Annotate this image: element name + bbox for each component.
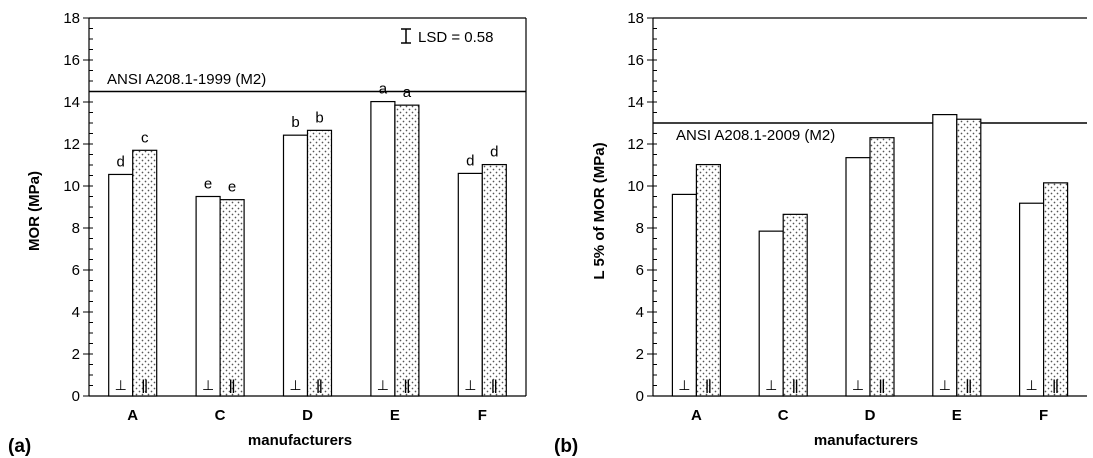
x-tick-label: C <box>215 407 226 424</box>
bar-parallel <box>306 129 333 397</box>
y-tick-label: 10 <box>63 178 80 195</box>
orientation-symbol: ⊥ <box>939 378 951 394</box>
group-letter: d <box>117 153 125 170</box>
group-letter: e <box>228 179 236 196</box>
bar-perpendicular <box>195 195 221 397</box>
orientation-symbol: ǁ <box>1052 378 1059 394</box>
orientation-symbol: ǁ <box>316 378 323 394</box>
reference-line-label: ANSI A208.1-2009 (M2) <box>676 127 835 144</box>
bar-perpendicular <box>457 172 483 397</box>
x-axis-label: manufacturers <box>814 432 918 449</box>
group-letter: d <box>490 144 498 161</box>
y-tick-label: 6 <box>72 262 80 279</box>
orientation-symbol: ǁ <box>141 378 148 394</box>
orientation-symbol: ǁ <box>792 378 799 394</box>
y-tick-label: 12 <box>627 136 644 153</box>
bar-parallel <box>219 199 245 397</box>
panel-label: (b) <box>554 436 578 457</box>
y-tick-label: 10 <box>627 178 644 195</box>
lsd-indicator: LSD = 0.58 <box>401 28 493 46</box>
reference-line-label: ANSI A208.1-1999 (M2) <box>107 71 266 88</box>
orientation-symbol: ǁ <box>965 378 972 394</box>
panel-label: (a) <box>8 436 31 457</box>
group-letter: a <box>403 84 412 101</box>
bar-parallel <box>394 104 420 397</box>
y-tick-label: 16 <box>627 52 644 69</box>
group-letter: a <box>379 81 388 98</box>
orientation-symbol: ǁ <box>491 378 498 394</box>
y-tick-label: 8 <box>72 220 80 237</box>
orientation-symbol: ⊥ <box>464 378 476 394</box>
y-axis-label: MOR (MPa) <box>26 171 43 251</box>
bar-perpendicular <box>282 134 309 397</box>
bar-perpendicular <box>108 173 134 397</box>
y-tick-label: 2 <box>636 346 644 363</box>
x-tick-label: F <box>478 407 487 424</box>
y-tick-label: 6 <box>636 262 644 279</box>
bar-perpendicular <box>932 113 958 397</box>
orientation-symbol: ⊥ <box>678 378 690 394</box>
group-letter: d <box>466 152 474 169</box>
y-tick-label: 0 <box>636 388 644 405</box>
x-tick-label: A <box>691 407 702 424</box>
y-tick-label: 18 <box>627 10 644 27</box>
orientation-symbol: ǁ <box>879 378 886 394</box>
y-tick-label: 0 <box>72 388 80 405</box>
orientation-symbol: ǁ <box>229 378 236 394</box>
orientation-symbol: ⊥ <box>852 378 864 394</box>
x-tick-label: D <box>302 407 313 424</box>
bar-parallel <box>869 137 895 397</box>
bar-parallel <box>132 149 158 397</box>
orientation-symbol: ⊥ <box>202 378 214 394</box>
bar-parallel <box>782 213 808 397</box>
orientation-symbol: ǁ <box>403 378 410 394</box>
x-tick-label: C <box>778 407 789 424</box>
y-tick-label: 8 <box>636 220 644 237</box>
group-letter: e <box>204 176 212 193</box>
orientation-symbol: ⊥ <box>377 378 389 394</box>
bar-perpendicular <box>758 230 784 397</box>
bar-parallel <box>1042 182 1069 397</box>
x-tick-label: F <box>1039 407 1048 424</box>
y-tick-label: 16 <box>63 52 80 69</box>
chart-panel-b: (b) L 5% of MOR (MPa) manufacturers ANSI… <box>554 10 1087 457</box>
x-tick-label: D <box>865 407 876 424</box>
bar-parallel <box>956 118 982 397</box>
orientation-symbol: ⊥ <box>115 378 127 394</box>
x-tick-label: E <box>390 407 400 424</box>
bar-parallel <box>695 163 722 397</box>
x-tick-label: E <box>952 407 962 424</box>
bar-parallel <box>481 163 507 397</box>
y-tick-label: 14 <box>63 94 80 111</box>
y-tick-label: 4 <box>636 304 644 321</box>
bar-perpendicular <box>671 193 698 397</box>
y-axis-label: L 5% of MOR (MPa) <box>591 142 608 279</box>
orientation-symbol: ⊥ <box>289 378 301 394</box>
group-letter: b <box>315 109 323 126</box>
orientation-symbol: ⊥ <box>765 378 777 394</box>
y-tick-label: 12 <box>63 136 80 153</box>
y-tick-label: 4 <box>72 304 80 321</box>
bar-perpendicular <box>845 157 871 397</box>
lsd-label: LSD = 0.58 <box>418 29 493 46</box>
x-axis-label: manufacturers <box>248 432 352 449</box>
chart-panel-a: (a) MOR (MPa) manufacturers ANSI A208.1-… <box>8 10 527 457</box>
group-letter: c <box>141 129 149 146</box>
y-tick-label: 2 <box>72 346 80 363</box>
bar-perpendicular <box>370 100 396 397</box>
y-tick-label: 18 <box>63 10 80 27</box>
orientation-symbol: ǁ <box>705 378 712 394</box>
group-letter: b <box>291 114 299 131</box>
y-tick-label: 14 <box>627 94 644 111</box>
orientation-symbol: ⊥ <box>1025 378 1037 394</box>
bar-perpendicular <box>1018 202 1045 397</box>
x-tick-label: A <box>127 407 138 424</box>
